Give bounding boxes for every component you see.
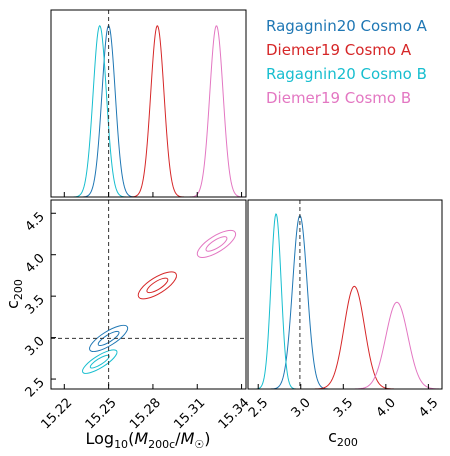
contour-inner-1 bbox=[146, 277, 169, 294]
c200-hist-line-0 bbox=[248, 214, 442, 390]
c200-y-label-c: c bbox=[3, 300, 22, 309]
c200-tick-label-bottom-1: 3.0 bbox=[289, 395, 314, 420]
c200-x-label-sub: 200 bbox=[337, 436, 358, 449]
c200-tick-label-left-4: 4.5 bbox=[23, 209, 48, 234]
logM-label-sun: ☉ bbox=[194, 438, 204, 451]
panel-frame-0 bbox=[50, 9, 247, 198]
logM-hist-line-3 bbox=[51, 25, 246, 198]
c200-tick-label-bottom-4: 4.5 bbox=[416, 395, 441, 420]
logM-c200-contour-panel bbox=[81, 229, 237, 374]
legend: Ragagnin20 Cosmo A Diemer19 Cosmo A Raga… bbox=[266, 14, 427, 110]
legend-item-ragagnin-a: Ragagnin20 Cosmo A bbox=[266, 17, 427, 35]
logM-tick-label-2: 15.28 bbox=[127, 395, 164, 432]
logM-label-Msun: M bbox=[181, 429, 195, 448]
c200-x-label-c: c bbox=[328, 427, 337, 446]
y-axis-label-c200: c200 bbox=[3, 279, 25, 309]
logM-hist-line-2 bbox=[51, 24, 246, 198]
logM-histogram-panel bbox=[51, 24, 246, 198]
panel-frame-2 bbox=[247, 199, 443, 390]
c200-tick-label-bottom-3: 4.0 bbox=[374, 395, 399, 420]
c200-y-label-sub: 200 bbox=[12, 279, 25, 300]
x-axis-label-c200: c200 bbox=[328, 427, 358, 449]
c200-tick-label-left-2: 3.5 bbox=[23, 292, 48, 317]
c200-histogram-panel bbox=[248, 213, 443, 390]
logM-label-part1: Log bbox=[85, 429, 114, 448]
logM-label-slash: / bbox=[175, 429, 181, 448]
c200-hist-line-1 bbox=[248, 285, 442, 390]
c200-tick-label-bottom-0: 2.5 bbox=[246, 395, 271, 420]
logM-label-close: ) bbox=[204, 429, 210, 448]
c200-hist-line-3 bbox=[248, 301, 443, 390]
legend-item-ragagnin-b: Ragagnin20 Cosmo B bbox=[266, 65, 427, 83]
contour-inner-0 bbox=[97, 330, 120, 346]
contour-outer-2 bbox=[81, 349, 118, 374]
c200-tick-label-left-1: 3.0 bbox=[23, 334, 48, 359]
logM-tick-label-1: 15.25 bbox=[83, 395, 120, 432]
logM-tick-label-3: 15.31 bbox=[171, 395, 208, 432]
logM-label-sub10: 10 bbox=[114, 438, 128, 451]
contour-outer-0 bbox=[89, 324, 129, 353]
c200-tick-label-bottom-2: 3.5 bbox=[331, 395, 356, 420]
contour-inner-2 bbox=[89, 354, 110, 369]
logM-label-M: M bbox=[134, 429, 148, 448]
c200-tick-label-left-3: 4.0 bbox=[23, 251, 48, 276]
legend-item-diemer-b: Diemer19 Cosmo B bbox=[266, 89, 412, 107]
x-axis-label-logM: Log10(M200c/M☉) bbox=[85, 429, 210, 451]
legend-item-diemer-a: Diemer19 Cosmo A bbox=[266, 41, 412, 59]
logM-label-paren: ( bbox=[128, 429, 134, 448]
logM-hist-line-0 bbox=[51, 25, 246, 198]
c200-hist-line-2 bbox=[248, 213, 442, 390]
logM-hist-line-1 bbox=[51, 25, 246, 198]
c200-tick-label-left-0: 2.5 bbox=[23, 375, 48, 400]
contour-outer-3 bbox=[196, 229, 237, 258]
contour-inner-3 bbox=[205, 236, 228, 252]
logM-tick-label-0: 15.22 bbox=[38, 395, 75, 432]
contour-outer-1 bbox=[137, 271, 177, 300]
panel-frame-1 bbox=[50, 199, 247, 390]
logM-tick-label-4: 15.34 bbox=[216, 395, 253, 432]
logM-label-sub200c: 200c bbox=[148, 438, 175, 451]
